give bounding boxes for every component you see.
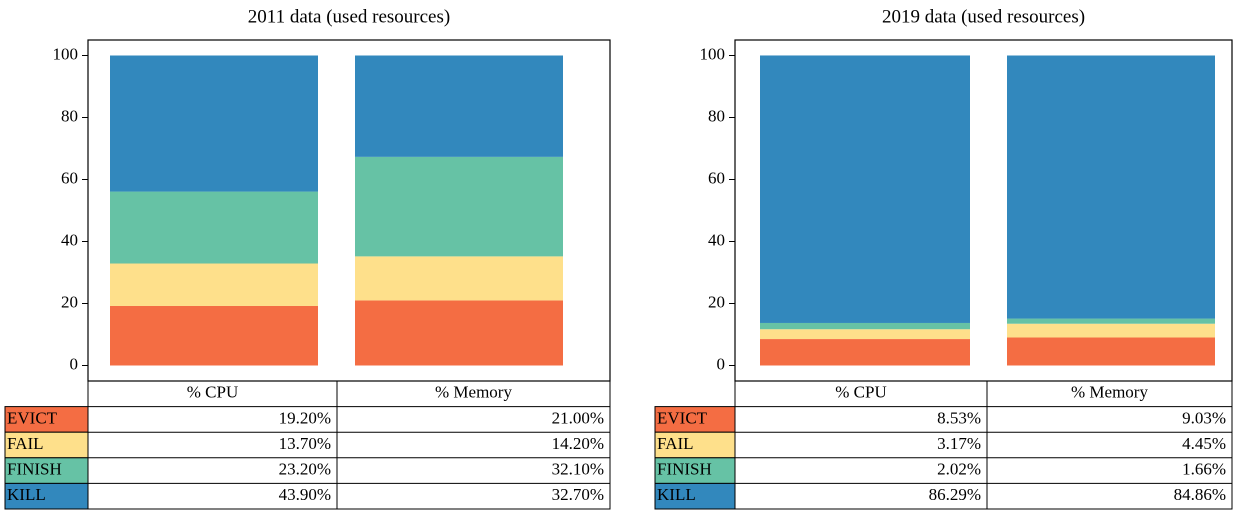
bar-segment <box>760 339 970 366</box>
table-cell: 32.70% <box>552 485 604 504</box>
table-cell: 21.00% <box>552 408 604 427</box>
row-label-cell <box>654 406 736 433</box>
row-label-cell <box>4 482 89 510</box>
row-label: KILL <box>7 485 46 504</box>
table-cell: 13.70% <box>279 434 331 453</box>
column-header: % Memory <box>1071 383 1148 402</box>
row-label: KILL <box>657 485 696 504</box>
row-label: FAIL <box>657 434 694 453</box>
table-cell: 1.66% <box>1182 460 1226 479</box>
bar-segment <box>760 329 970 340</box>
y-tick-label: 80 <box>61 106 78 125</box>
bar-segment <box>355 300 563 366</box>
column-header: % Memory <box>435 383 512 402</box>
bar-segment <box>110 263 318 306</box>
bar-segment <box>1007 337 1215 366</box>
chart-title: 2011 data (used resources) <box>248 6 450 27</box>
bar-segment <box>760 55 970 323</box>
row-label: FINISH <box>657 460 712 479</box>
row-label: FAIL <box>7 434 44 453</box>
bar-segment <box>1007 318 1215 324</box>
bar-segment <box>110 55 318 192</box>
y-tick-label: 60 <box>708 168 725 187</box>
y-tick-label: 40 <box>708 230 725 249</box>
bar-segment <box>1007 55 1215 319</box>
y-tick-label: 100 <box>700 44 726 63</box>
y-tick-label: 60 <box>61 168 78 187</box>
table-cell: 84.86% <box>1174 485 1226 504</box>
table-cell: 2.02% <box>937 460 981 479</box>
table-cell: 8.53% <box>937 408 981 427</box>
table-cell: 32.10% <box>552 460 604 479</box>
row-label-cell <box>4 431 89 459</box>
row-label-cell <box>654 482 736 510</box>
table-cell: 9.03% <box>1182 408 1226 427</box>
row-label: EVICT <box>657 408 708 427</box>
y-tick-label: 0 <box>717 354 726 373</box>
table-border <box>734 380 1233 510</box>
table-cell: 3.17% <box>937 434 981 453</box>
bar-segment <box>760 322 970 330</box>
row-label-cell <box>654 431 736 459</box>
y-tick-label: 20 <box>61 292 78 311</box>
bar-segment <box>355 55 563 157</box>
row-label: FINISH <box>7 460 62 479</box>
bar-segment <box>110 305 318 366</box>
table-cell: 19.20% <box>279 408 331 427</box>
table-cell: 23.20% <box>279 460 331 479</box>
table-cell: 86.29% <box>929 485 981 504</box>
table-border <box>87 380 611 510</box>
y-tick-label: 0 <box>70 354 79 373</box>
column-header: % CPU <box>187 383 238 402</box>
table-cell: 43.90% <box>279 485 331 504</box>
y-tick-label: 80 <box>708 106 725 125</box>
column-header: % CPU <box>835 383 886 402</box>
chart-title: 2019 data (used resources) <box>882 6 1085 27</box>
table-cell: 4.45% <box>1182 434 1226 453</box>
table-cell: 14.20% <box>552 434 604 453</box>
bar-segment <box>355 156 563 257</box>
y-tick-label: 100 <box>53 44 79 63</box>
bar-segment <box>110 191 318 264</box>
row-label-cell <box>654 457 736 484</box>
bar-segment <box>1007 323 1215 338</box>
bar-segment <box>355 256 563 301</box>
y-tick-label: 40 <box>61 230 78 249</box>
y-tick-label: 20 <box>708 292 725 311</box>
row-label: EVICT <box>7 408 58 427</box>
